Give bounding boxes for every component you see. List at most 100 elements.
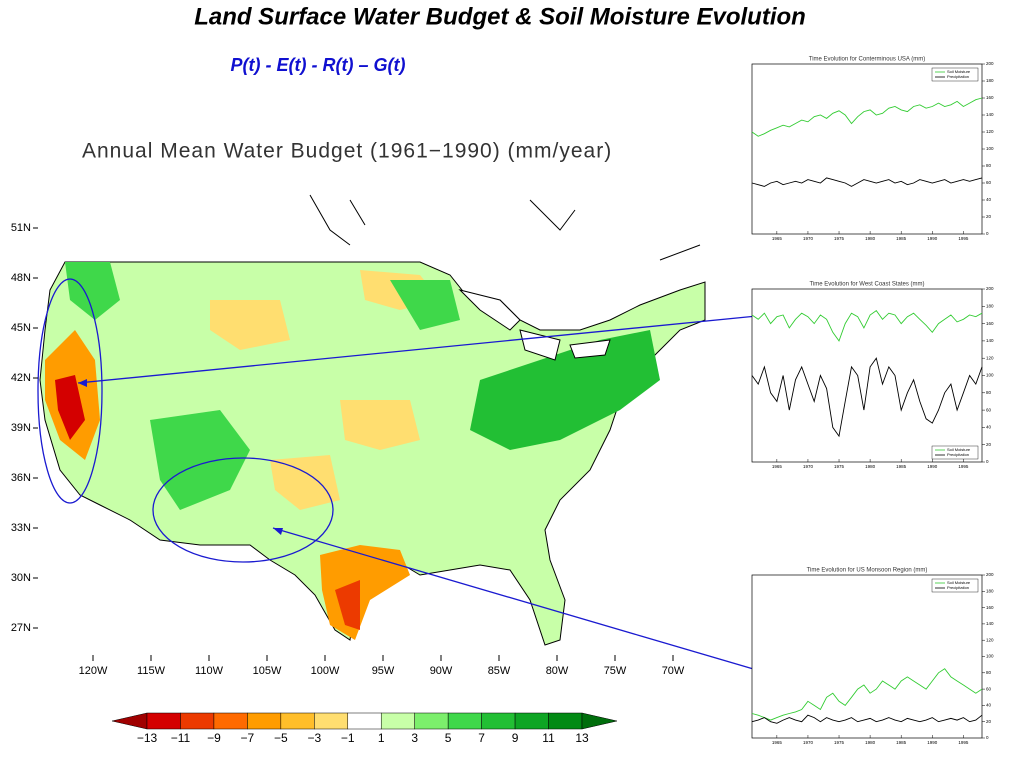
colorbar-label: 7 <box>478 731 485 745</box>
colorbar-label: −3 <box>307 731 321 745</box>
lat-label: 45N <box>11 322 31 334</box>
dry-texas <box>320 545 410 640</box>
legend-box <box>931 578 979 593</box>
colorbar-label: −13 <box>137 731 158 745</box>
x-tick-label: 1980 <box>865 464 876 469</box>
y2-tick-label: 100 <box>986 373 994 378</box>
chart-title: Time Evolution for US Monsoon Region (mm… <box>807 568 928 574</box>
colorbar-swatch <box>280 712 315 730</box>
legend-label: Soil Moisture <box>947 447 971 452</box>
x-tick-label: 1975 <box>834 740 845 745</box>
colorbar-label: 1 <box>378 731 385 745</box>
plot-frame <box>751 574 983 739</box>
colorbar-label: −7 <box>241 731 255 745</box>
colorbar-swatch <box>514 712 549 730</box>
colorbar-label: 9 <box>512 731 519 745</box>
colorbar-label: 11 <box>542 731 555 745</box>
dry-plains <box>210 270 440 510</box>
y2-tick-label: 180 <box>986 588 994 593</box>
lon-label: 85W <box>488 665 511 677</box>
arrow-head <box>273 528 283 535</box>
arrow-monsoon <box>272 527 768 674</box>
lon-label: 70W <box>662 665 685 677</box>
y2-tick-label: 200 <box>986 286 994 291</box>
colorbar-swatch <box>548 712 583 730</box>
x-tick-label: 1985 <box>896 236 907 241</box>
lon-label: 100W <box>311 665 340 677</box>
coastline-north <box>309 194 701 261</box>
x-tick-label: 1980 <box>865 740 876 745</box>
us-land <box>39 261 706 646</box>
series-line <box>751 714 983 724</box>
lon-label: 75W <box>604 665 627 677</box>
y2-tick-label: 40 <box>986 425 992 430</box>
lon-label: 120W <box>79 665 108 677</box>
dry-core <box>55 375 85 440</box>
colorbar-label: 3 <box>411 731 418 745</box>
x-tick-label: 1985 <box>896 464 907 469</box>
x-tick-label: 1975 <box>834 236 845 241</box>
y2-tick-label: 60 <box>986 407 992 412</box>
wet-nw <box>65 262 460 510</box>
lat-label: 30N <box>11 572 31 584</box>
legend-label: Soil Moisture <box>947 69 971 74</box>
y2-tick-label: 20 <box>986 719 992 724</box>
series-line <box>751 357 983 438</box>
lon-label: 80W <box>546 665 569 677</box>
west-coast-ellipse <box>37 278 103 504</box>
legend-label: Precipitation <box>947 452 969 457</box>
x-tick-label: 1965 <box>772 740 783 745</box>
x-tick-label: 1965 <box>772 236 783 241</box>
lon-label: 90W <box>430 665 453 677</box>
y2-tick-label: 40 <box>986 197 992 202</box>
colorbar-label: −11 <box>171 731 191 745</box>
colorbar-swatch <box>347 712 382 730</box>
series-line <box>751 97 983 137</box>
y2-tick-label: 160 <box>986 605 994 610</box>
x-tick-label: 1970 <box>803 464 814 469</box>
chart-title: Time Evolution for Conterminous USA (mm) <box>809 57 925 63</box>
wet-east <box>470 330 660 450</box>
y2-tick-label: 200 <box>986 572 994 577</box>
y2-tick-label: 200 <box>986 61 994 66</box>
colorbar-label: −1 <box>341 731 355 745</box>
lat-label: 27N <box>11 622 31 634</box>
legend-box <box>931 67 979 82</box>
colorbar-arrow <box>111 712 148 730</box>
chart-title: Time Evolution for West Coast States (mm… <box>809 282 924 288</box>
colorbar-swatch <box>481 712 516 730</box>
x-tick-label: 1995 <box>958 464 969 469</box>
lat-label: 33N <box>11 522 31 534</box>
x-tick-label: 1965 <box>772 464 783 469</box>
colorbar-swatch <box>213 712 248 730</box>
colorbar-label: 5 <box>445 731 452 745</box>
legend-box <box>931 445 979 460</box>
plot-frame <box>751 288 983 463</box>
y2-tick-label: 80 <box>986 163 992 168</box>
monsoon-ellipse <box>152 457 334 563</box>
plot-frame <box>751 63 983 235</box>
colorbar-label: −9 <box>207 731 221 745</box>
legend-label: Precipitation <box>947 585 969 590</box>
colorbar-swatch <box>447 712 482 730</box>
y2-tick-label: 60 <box>986 686 992 691</box>
y2-tick-label: 160 <box>986 321 994 326</box>
y2-tick-label: 100 <box>986 654 994 659</box>
colorbar-label: 13 <box>575 731 589 745</box>
x-tick-label: 1980 <box>865 236 876 241</box>
arrow-west <box>77 315 758 384</box>
lon-label: 110W <box>195 665 224 677</box>
x-tick-label: 1990 <box>927 464 938 469</box>
dry-texas-core <box>335 580 360 630</box>
y2-tick-label: 80 <box>986 390 992 395</box>
lat-label: 51N <box>11 222 31 234</box>
y2-tick-label: 100 <box>986 146 994 151</box>
lat-label: 36N <box>11 472 31 484</box>
y2-tick-label: 20 <box>986 214 992 219</box>
x-tick-label: 1990 <box>927 740 938 745</box>
y2-tick-label: 0 <box>986 231 989 236</box>
y2-tick-label: 140 <box>986 338 994 343</box>
y2-tick-label: 0 <box>986 459 989 464</box>
